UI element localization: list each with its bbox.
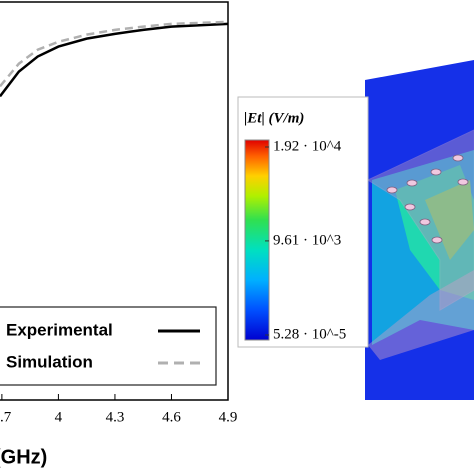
series-line xyxy=(0,20,229,88)
legend xyxy=(0,306,217,386)
colorbar-title: |Et| (V/m) xyxy=(244,110,304,126)
x-tick-label: 3.7 xyxy=(0,409,12,425)
colorbar-tick-label: 1.92 · 10^4 xyxy=(273,138,342,154)
colorbar-tick-label: 5.28 · 10^-5 xyxy=(273,326,346,342)
x-tick-label: 4 xyxy=(55,409,63,425)
colorbar xyxy=(244,139,270,341)
x-tick-label: 4.3 xyxy=(106,409,125,425)
legend-label: Experimental xyxy=(6,320,113,339)
simulation-image xyxy=(365,60,474,400)
series-line xyxy=(0,22,229,98)
colorbar-tick-label: 9.61 · 10^3 xyxy=(273,232,341,248)
legend-label: Simulation xyxy=(6,352,93,371)
x-axis-label: (GHz) xyxy=(0,446,47,468)
plot-frame xyxy=(0,1,229,401)
x-tick-label: 4.9 xyxy=(219,409,238,425)
x-tick-label: 4.6 xyxy=(162,409,181,425)
